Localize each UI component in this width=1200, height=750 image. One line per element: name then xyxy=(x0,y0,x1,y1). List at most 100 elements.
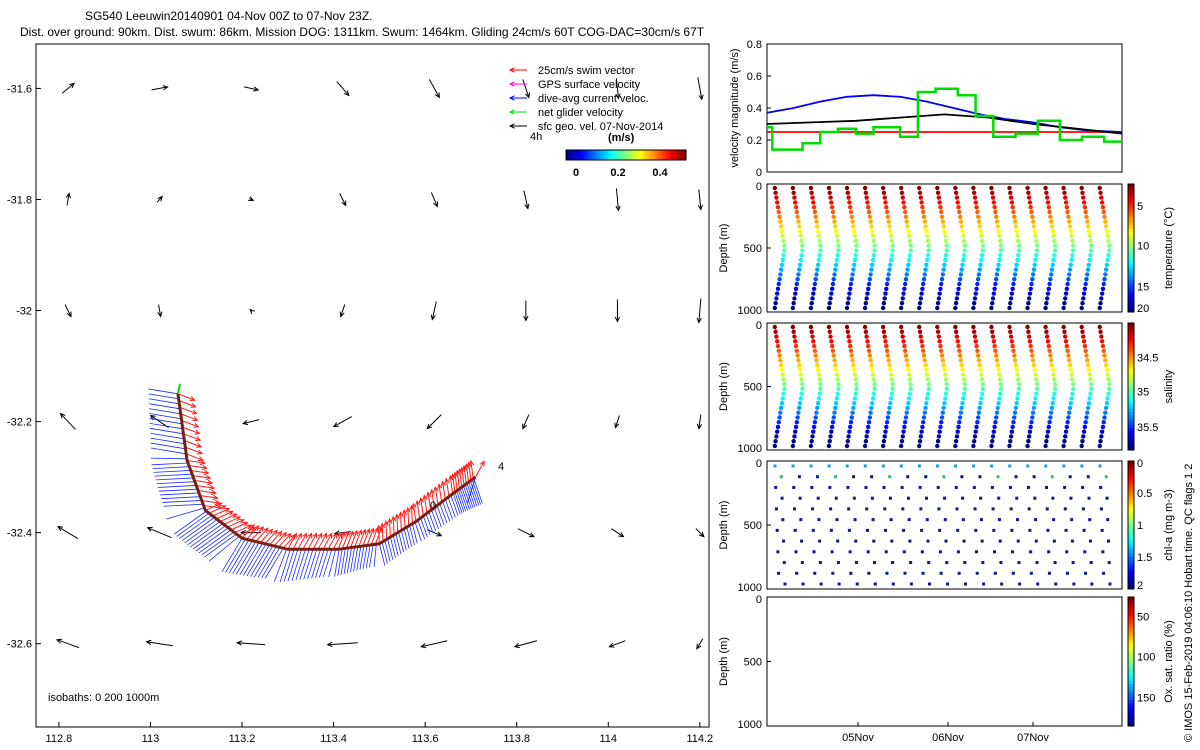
profile-sample xyxy=(990,334,996,339)
profile-sample xyxy=(960,400,965,406)
profile-sample xyxy=(979,391,985,396)
profile-sample xyxy=(808,305,814,311)
profile-sample xyxy=(810,434,815,439)
profile-sample xyxy=(991,339,997,344)
map-y-ticks: -31.6-31.8-32-32.2-32.4-32.6 xyxy=(7,83,41,651)
profile-sample xyxy=(979,253,985,258)
profile-sample xyxy=(935,185,940,191)
colorbar-cell xyxy=(1128,228,1134,233)
profile-sample xyxy=(921,353,927,358)
colorbar-cell xyxy=(642,150,645,160)
chla-sample xyxy=(891,561,895,565)
colorbar-cell xyxy=(1128,427,1134,432)
profile-sample xyxy=(852,396,858,401)
profile-sample xyxy=(944,381,950,387)
profile-sample xyxy=(866,424,871,430)
chla-sample xyxy=(1088,518,1092,522)
chla-sample xyxy=(848,550,852,554)
profile-sample xyxy=(1014,229,1019,234)
profile-sample xyxy=(800,381,805,387)
colorbar-cell xyxy=(1128,302,1134,307)
profile-sample xyxy=(937,429,942,434)
profile-sample xyxy=(1033,372,1038,377)
title-line-2: Dist. over ground: 90km. Dist. swum: 86k… xyxy=(20,25,705,39)
profile-sample xyxy=(797,262,803,267)
profile-sample xyxy=(926,381,931,387)
map-x-ticks: 112.8 113 113.2 113.4 113.6 113.8 114 114.2 xyxy=(46,722,713,745)
profile-sample xyxy=(953,301,959,306)
profile-sample xyxy=(845,301,851,306)
velocity-arrow-shaft xyxy=(695,528,705,538)
profile-sample xyxy=(778,272,783,277)
profile-sample xyxy=(846,195,851,200)
profile-sample xyxy=(813,415,818,420)
profile-sample xyxy=(995,267,1000,272)
profile-sample xyxy=(1007,324,1012,330)
profile-sample xyxy=(880,324,886,330)
chla-sample xyxy=(925,518,929,522)
current-vector xyxy=(439,503,448,524)
profile-sample xyxy=(955,291,960,296)
current-vector xyxy=(150,447,187,455)
colorbar-cell xyxy=(1128,461,1134,465)
profile-sample xyxy=(1083,420,1088,425)
profile-sample xyxy=(990,195,996,200)
profile-sample xyxy=(923,224,928,229)
profile-sample xyxy=(956,205,961,210)
profile-sample xyxy=(1027,291,1033,296)
colorbar-cell xyxy=(1128,547,1134,552)
colorbar-cell xyxy=(1128,470,1134,475)
chla-sample xyxy=(902,550,906,554)
profile-sample xyxy=(1099,195,1104,200)
profile-sample xyxy=(1100,343,1106,349)
profile-sample xyxy=(870,229,875,234)
profile-sample xyxy=(871,377,877,382)
profile-sample xyxy=(924,233,930,239)
velocity-arrow-head xyxy=(615,205,621,212)
profile-sample xyxy=(972,296,978,301)
chla-sample xyxy=(1009,507,1013,511)
profile-sample xyxy=(845,439,851,444)
colorbar-cell xyxy=(1128,582,1134,587)
profile-sample xyxy=(996,262,1001,267)
velocity-arrow-head xyxy=(422,494,428,501)
colorbar-cell xyxy=(1128,399,1134,403)
colorbar-cell xyxy=(1128,392,1134,397)
colorbar-cell xyxy=(1128,557,1134,561)
profile-sample xyxy=(996,367,1001,373)
map-x-tick-label: 113.4 xyxy=(320,733,347,745)
colorbar-cell xyxy=(604,150,607,160)
current-vector xyxy=(359,545,365,570)
profile-sample xyxy=(920,420,926,425)
velocity-arrow-head xyxy=(377,526,383,533)
profile-sample xyxy=(813,214,818,219)
colorbar-cell xyxy=(1128,664,1134,669)
profile-sample xyxy=(779,229,785,234)
profile-sample xyxy=(898,324,904,330)
profile-sample xyxy=(790,305,796,311)
velocity-arrow-shaft xyxy=(180,413,198,421)
track-label-0: 0 xyxy=(430,500,436,512)
velocity-arrow-shaft xyxy=(411,505,413,524)
profile-sample xyxy=(870,372,876,377)
velocity-arrow-head xyxy=(297,532,303,539)
profile-sample xyxy=(851,405,856,411)
current-vector xyxy=(384,540,391,562)
profile-sample xyxy=(926,243,931,248)
profile-sample xyxy=(1014,400,1019,406)
profile-sample xyxy=(1103,405,1109,411)
current-vector xyxy=(166,507,205,520)
profile-sample xyxy=(810,296,815,301)
profile-sample xyxy=(923,267,928,272)
profile-sample xyxy=(1052,238,1057,243)
chla-sample xyxy=(1084,571,1088,575)
colorbar-cell xyxy=(1128,289,1134,294)
colorbar-cell xyxy=(1128,190,1134,195)
velocity-arrow-head xyxy=(267,528,274,535)
profile-sample xyxy=(992,343,997,349)
chla-sample xyxy=(1101,550,1105,554)
profile-sample xyxy=(1048,214,1053,219)
profile-sample xyxy=(936,195,942,200)
panel-frame xyxy=(766,183,1123,313)
